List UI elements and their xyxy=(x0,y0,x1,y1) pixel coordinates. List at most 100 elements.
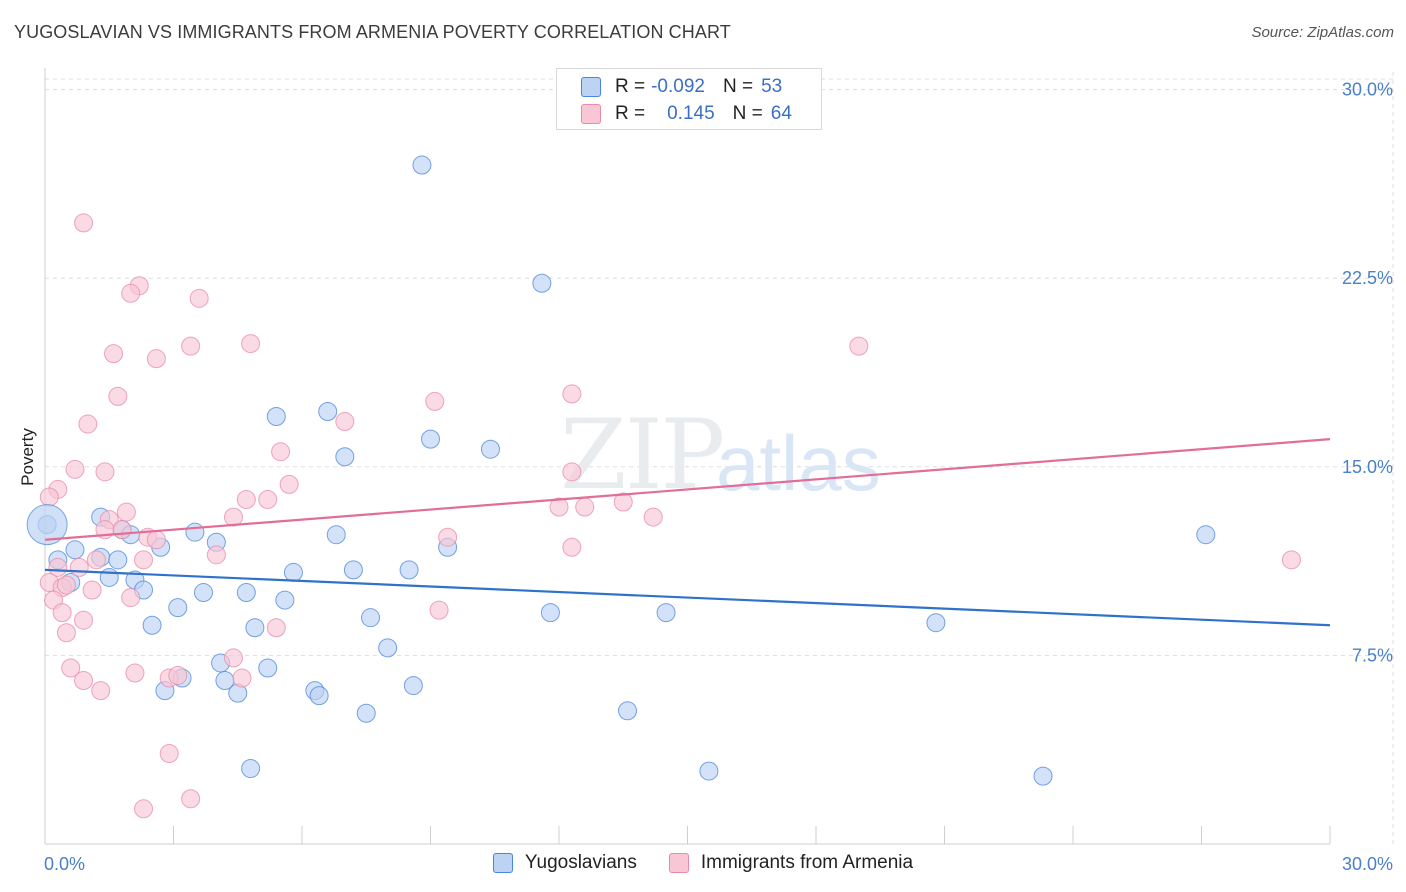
yugoslavian-point[interactable] xyxy=(1033,766,1053,786)
series-legend-label: Yugoslavians xyxy=(524,852,637,873)
yugoslavian-point[interactable] xyxy=(421,429,440,449)
armenia-point[interactable] xyxy=(39,487,59,507)
yugoslavian-point[interactable] xyxy=(335,447,355,467)
armenia-point[interactable] xyxy=(61,658,81,678)
armenia-point[interactable] xyxy=(91,681,111,701)
yugoslavian-point[interactable] xyxy=(403,676,423,696)
armenia-point[interactable] xyxy=(69,557,89,577)
y-axis-label: Poverty xyxy=(18,428,37,486)
yugoslavian-point[interactable] xyxy=(241,759,261,779)
yugoslavian-point[interactable] xyxy=(412,155,432,175)
armenia-point[interactable] xyxy=(52,603,72,623)
yugoslavian-point[interactable] xyxy=(258,658,278,678)
yugoslavian-point[interactable] xyxy=(65,540,85,560)
armenia-point[interactable] xyxy=(181,789,201,809)
yugoslavian-point[interactable] xyxy=(926,613,946,633)
yugoslavian-point[interactable] xyxy=(326,525,346,545)
yugoslavian-point[interactable] xyxy=(361,608,381,628)
armenia-point[interactable] xyxy=(575,497,595,517)
armenia-point[interactable] xyxy=(146,530,166,550)
yugoslavian-point[interactable] xyxy=(309,686,329,706)
armenia-point[interactable] xyxy=(74,610,94,630)
yugoslavian-point[interactable] xyxy=(618,701,638,721)
yugoslavian-point[interactable] xyxy=(356,703,376,723)
armenia-point[interactable] xyxy=(65,459,85,479)
armenia-point[interactable] xyxy=(258,489,278,509)
armenia-point[interactable] xyxy=(168,666,188,686)
yugoslavian-point[interactable] xyxy=(532,273,552,293)
yugoslavian-point[interactable] xyxy=(699,761,719,781)
armenia-point[interactable] xyxy=(562,462,582,482)
armenia-point[interactable] xyxy=(121,588,141,608)
armenia-point[interactable] xyxy=(56,623,76,643)
armenia-point[interactable] xyxy=(429,600,449,620)
yugoslavian-point[interactable] xyxy=(1196,525,1216,545)
yugoslavian-point[interactable] xyxy=(378,638,398,658)
chart-title: YUGOSLAVIAN VS IMMIGRANTS FROM ARMENIA P… xyxy=(14,22,731,42)
armenia-point[interactable] xyxy=(1281,550,1301,570)
armenia-point[interactable] xyxy=(549,497,569,517)
yugoslavian-point-large[interactable] xyxy=(26,504,68,546)
series-swatch-pink xyxy=(668,853,689,873)
yugoslavian-point[interactable] xyxy=(399,560,419,580)
armenia-point[interactable] xyxy=(104,344,124,364)
series-legend-armenia[interactable]: Immigrants from Armenia xyxy=(668,852,913,874)
yugoslavian-point[interactable] xyxy=(656,603,676,623)
armenia-point[interactable] xyxy=(112,520,132,540)
armenia-point[interactable] xyxy=(241,334,261,354)
legend-row-armenia: R = 0.145 N = 64 xyxy=(581,102,792,126)
armenia-point[interactable] xyxy=(189,288,209,308)
yugoslavian-point[interactable] xyxy=(480,439,500,459)
y-tick-label: 22.5% xyxy=(1342,268,1393,288)
armenia-point[interactable] xyxy=(146,349,166,369)
armenia-point[interactable] xyxy=(48,557,68,577)
armenia-point[interactable] xyxy=(134,799,154,819)
armenia-point[interactable] xyxy=(134,550,154,570)
armenia-point[interactable] xyxy=(95,462,115,482)
armenia-point[interactable] xyxy=(56,575,76,595)
armenia-point[interactable] xyxy=(121,283,141,303)
armenia-point[interactable] xyxy=(279,474,299,494)
armenia-point[interactable] xyxy=(206,545,226,565)
armenia-point[interactable] xyxy=(562,537,582,557)
armenia-point[interactable] xyxy=(116,502,136,522)
armenia-point[interactable] xyxy=(236,489,256,509)
correlation-legend: R = -0.092 N = 53 R = 0.145 N = 64 xyxy=(556,68,822,130)
armenia-point[interactable] xyxy=(425,391,445,411)
armenia-point[interactable] xyxy=(82,580,102,600)
armenia-point[interactable] xyxy=(232,668,252,688)
yugoslavian-point[interactable] xyxy=(275,590,295,610)
armenia-point[interactable] xyxy=(438,527,458,547)
yugoslavian-point[interactable] xyxy=(168,598,188,618)
armenia-point[interactable] xyxy=(266,618,286,638)
yugoslavian-point[interactable] xyxy=(245,618,265,638)
yugoslavian-point[interactable] xyxy=(283,562,303,582)
series-legend-yugoslavians[interactable]: Yugoslavians xyxy=(492,852,637,874)
yugoslavian-point[interactable] xyxy=(318,401,338,421)
yugoslavian-point[interactable] xyxy=(142,615,162,635)
armenia-point[interactable] xyxy=(613,492,633,512)
armenia-point[interactable] xyxy=(86,550,106,570)
armenia-point[interactable] xyxy=(181,336,201,356)
armenia-point[interactable] xyxy=(223,648,243,668)
armenia-point[interactable] xyxy=(271,442,291,462)
armenia-point[interactable] xyxy=(108,386,128,406)
armenia-point[interactable] xyxy=(223,507,243,527)
yugoslavian-point[interactable] xyxy=(99,567,119,587)
armenia-point[interactable] xyxy=(849,336,869,356)
armenia-point[interactable] xyxy=(335,412,355,432)
armenia-point[interactable] xyxy=(562,384,582,404)
yugoslavian-point[interactable] xyxy=(266,407,286,427)
yugoslavian-point[interactable] xyxy=(540,603,560,623)
armenia-point[interactable] xyxy=(78,414,98,434)
armenia-point[interactable] xyxy=(74,213,94,233)
yugoslavian-point[interactable] xyxy=(185,522,205,542)
armenia-point[interactable] xyxy=(125,663,145,683)
armenia-point[interactable] xyxy=(643,507,663,527)
armenia-point[interactable] xyxy=(159,743,179,763)
yugoslavian-point[interactable] xyxy=(193,583,213,603)
yugoslavian-point[interactable] xyxy=(343,560,363,580)
yugoslavian-point[interactable] xyxy=(108,550,128,570)
yugoslavian-point[interactable] xyxy=(236,583,256,603)
armenia-point[interactable] xyxy=(74,671,94,691)
